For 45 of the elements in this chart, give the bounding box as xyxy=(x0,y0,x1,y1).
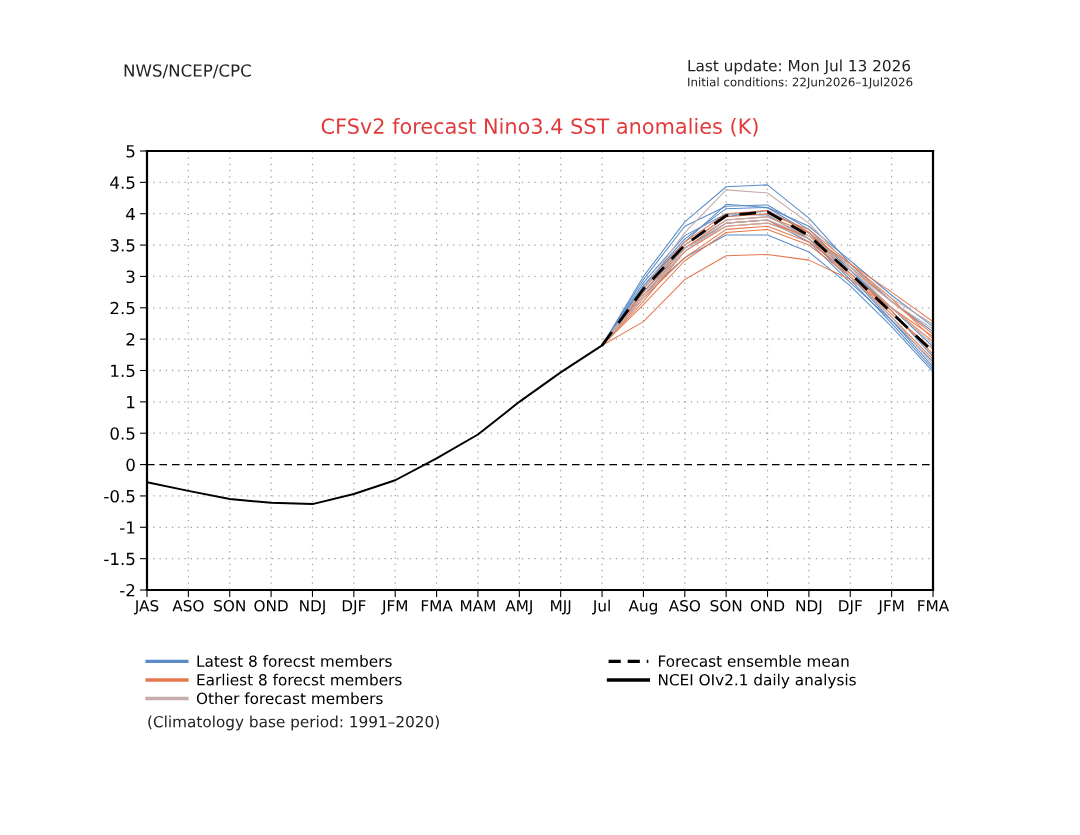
y-tick-label: -1.5 xyxy=(104,552,135,566)
y-tick-label: 4.5 xyxy=(110,176,135,189)
x-tick-label: JAS xyxy=(134,599,159,615)
x-tick-label: MJJ xyxy=(551,600,571,615)
y-tick-label: 3 xyxy=(126,270,135,283)
y-tick-label: 5 xyxy=(126,145,135,158)
x-tick-label: AMJ xyxy=(505,600,532,615)
x-tick-label: JFM xyxy=(877,600,904,615)
x-tick-label: DJF xyxy=(839,600,862,615)
x-tick-label: JFM xyxy=(381,600,407,615)
y-tick-label: -0.5 xyxy=(104,489,135,503)
legend-label: Earliest 8 forecst members xyxy=(197,673,402,686)
legend-label: Forecast ensemble mean xyxy=(658,655,849,667)
y-tick-label: 0.5 xyxy=(110,427,135,440)
x-tick-label: ASO xyxy=(668,599,701,612)
x-tick-label: Aug xyxy=(628,600,657,615)
text: Last update: Mon Jul 13 2026 xyxy=(688,59,911,75)
legend-label: Latest 8 forecst members xyxy=(197,655,392,667)
y-tick-label: 2 xyxy=(126,333,135,346)
text: Initial conditions: 22Jun2026–1Jul2026 xyxy=(688,77,913,89)
x-tick-label: ASO xyxy=(172,599,204,612)
text: (Climatology base period: 1991–2020) xyxy=(148,715,439,731)
y-tick-label: 3.5 xyxy=(110,239,135,252)
x-tick-label: Jul xyxy=(592,599,610,615)
x-tick-label: FMA xyxy=(918,600,950,612)
x-tick-label: NDJ xyxy=(300,600,325,615)
y-tick-label: 1.5 xyxy=(111,364,135,378)
y-tick-label: 0 xyxy=(126,458,135,472)
x-tick-label: NDJ xyxy=(796,600,822,615)
x-tick-label: OND xyxy=(750,599,785,612)
legend-label: NCEI OIv2.1 daily analysis xyxy=(658,673,856,689)
x-tick-label: FMA xyxy=(421,600,453,612)
y-tick-label: 2.5 xyxy=(110,301,135,315)
x-tick-label: OND xyxy=(254,599,288,612)
y-tick-label: 4 xyxy=(126,207,135,221)
text: NWS/NCEP/CPC xyxy=(124,64,251,79)
legend-label: Other forecast members xyxy=(196,692,383,705)
y-tick-label: -2 xyxy=(120,583,135,597)
x-tick-label: SON xyxy=(214,599,245,612)
x-tick-label: SON xyxy=(710,599,742,612)
chart-title: CFSv2 forecast Nino3.4 SST anomalies (K) xyxy=(321,117,758,137)
x-tick-label: MAM xyxy=(461,600,495,612)
y-tick-label: 1 xyxy=(127,396,135,409)
x-tick-label: DJF xyxy=(342,600,366,615)
y-tick-label: -1 xyxy=(120,521,135,534)
